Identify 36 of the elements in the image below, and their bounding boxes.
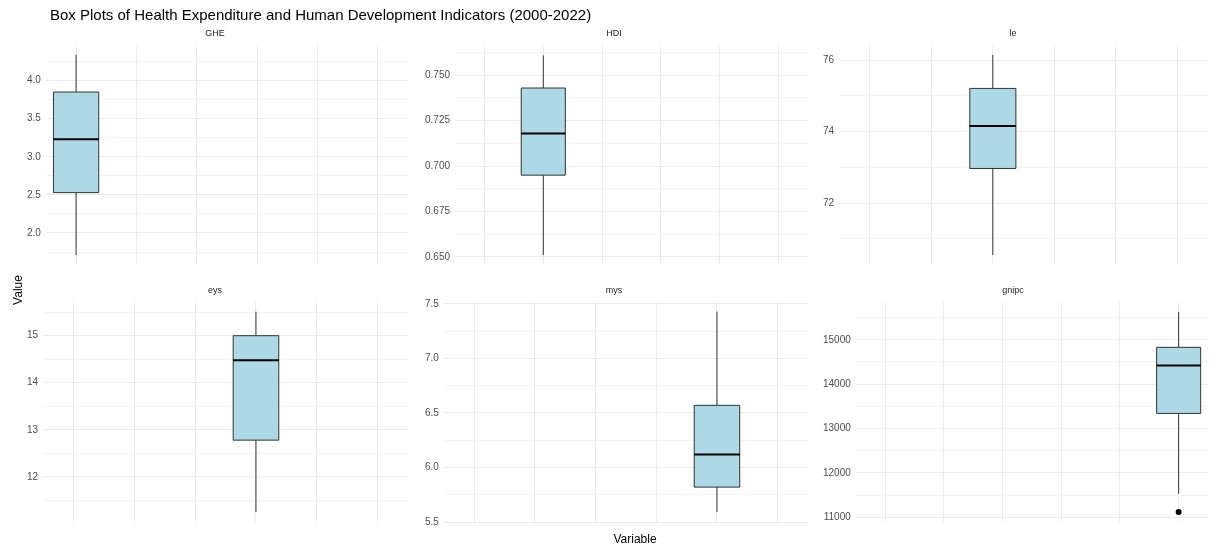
y-tick-label: 0.750: [424, 69, 451, 81]
chart-subtitle: gnipc: [1002, 284, 1025, 295]
chart-subtitle: eys: [207, 284, 223, 295]
y-tick-label: 6.5: [425, 406, 440, 418]
y-tick-label: 14: [27, 376, 39, 388]
chart-subtitle: mys: [605, 284, 623, 295]
y-tick-label: 0.650: [424, 250, 451, 262]
y-tick-label: 3.5: [27, 112, 42, 124]
y-tick-label: 15000: [823, 333, 852, 345]
y-tick-label: 11000: [823, 511, 852, 523]
y-tick-label: 2.0: [27, 226, 42, 238]
y-axis-title: Value: [11, 275, 25, 305]
chart-subtitle: le: [1009, 27, 1017, 38]
y-tick-label: 76: [823, 53, 835, 65]
chart-title: Box Plots of Health Expenditure and Human Development Indicators (2000-2022): [50, 6, 592, 23]
y-tick-label: 12000: [823, 466, 852, 478]
y-tick-label: 14000: [823, 377, 852, 389]
y-tick-label: 5.5: [425, 515, 440, 527]
y-tick-label: 13000: [823, 422, 852, 434]
chart-subtitle: HDI: [606, 27, 622, 38]
y-tick-label: 3.0: [27, 150, 42, 162]
y-tick-label: 0.700: [424, 159, 451, 171]
x-axis-title: Variable: [613, 532, 657, 546]
y-tick-label: 7.0: [425, 352, 440, 364]
y-tick-label: 15: [27, 329, 39, 341]
y-tick-label: 12: [27, 470, 39, 482]
y-tick-label: 13: [27, 423, 39, 435]
y-tick-label: 6.0: [425, 461, 440, 473]
y-tick-label: 7.5: [425, 297, 440, 309]
y-tick-label: 72: [823, 196, 835, 208]
y-tick-label: 2.5: [27, 188, 42, 200]
y-tick-label: 4.0: [27, 74, 42, 86]
y-tick-label: 0.675: [424, 205, 451, 217]
y-tick-label: 74: [823, 125, 835, 137]
chart-subtitle: GHE: [205, 27, 225, 38]
y-tick-label: 0.725: [424, 114, 451, 126]
